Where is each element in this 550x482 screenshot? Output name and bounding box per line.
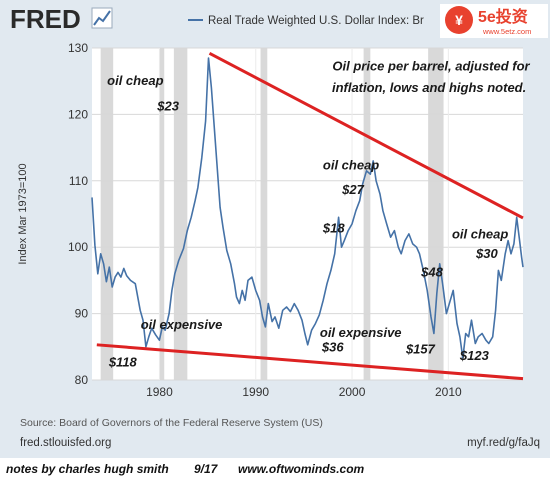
recession-band-0: [100, 48, 114, 380]
annotation-1: $23: [156, 98, 179, 113]
legend-label: Real Trade Weighted U.S. Dollar Index: B…: [208, 15, 424, 27]
series-line-0: [91, 57, 524, 359]
fred-chart: FRED Real Trade Weighted U.S. Dollar Ind…: [10, 4, 548, 449]
watermark-logo: ¥ 5e投资 www.5etz.com: [440, 4, 548, 38]
annotation-3: inflation, lows and highs noted.: [332, 80, 526, 95]
y-tick-label-100: 100: [68, 240, 88, 254]
x-tick-label-2010: 2010: [435, 385, 462, 399]
recession-bands: [100, 48, 444, 380]
short-link[interactable]: myf.red/g/faJq: [467, 437, 540, 449]
x-tick-label-1990: 1990: [242, 385, 269, 399]
notes-site[interactable]: www.oftwominds.com: [238, 462, 365, 476]
y-tick-label-80: 80: [75, 373, 89, 387]
fred-logo-graph-icon: [91, 7, 113, 29]
annotation-15: $123: [459, 348, 490, 363]
annotation-12: $36: [321, 339, 344, 354]
y-axis-ticks: 80 90 100 110 120 130: [68, 41, 88, 387]
recession-band-5: [428, 48, 444, 380]
notes-bar: notes by charles hugh smith 9/17 www.oft…: [0, 458, 550, 482]
trendline-1: [96, 343, 524, 381]
notes-date: 9/17: [194, 462, 218, 476]
x-tick-label-1980: 1980: [146, 385, 173, 399]
source-text: Source: Board of Governors of the Federa…: [20, 417, 323, 429]
recession-band-2: [173, 48, 188, 380]
chart-frame: FRED Real Trade Weighted U.S. Dollar Ind…: [0, 0, 550, 458]
annotation-13: $157: [405, 341, 436, 356]
x-axis-ticks: 1980 1990 2000 2010: [146, 385, 462, 399]
recession-band-4: [363, 48, 371, 380]
annotations: oil cheap $23 Oil price per barrel, adjust…: [107, 59, 530, 370]
svg-text:¥: ¥: [455, 12, 463, 28]
y-axis-label: Index Mar 1973=100: [17, 163, 29, 264]
y-tick-label-110: 110: [69, 174, 88, 188]
annotation-11: oil expensive: [320, 325, 402, 340]
y-tick-label-90: 90: [75, 307, 89, 321]
annotation-10: oil expensive: [141, 317, 223, 332]
fred-logo-text: FRED: [10, 4, 81, 34]
series-layer: [91, 57, 524, 359]
annotation-4: oil cheap: [323, 158, 379, 173]
annotation-5: $27: [341, 182, 364, 197]
recession-band-1: [159, 48, 165, 380]
trendline-0: [208, 51, 524, 220]
notes-author: notes by charles hugh smith: [6, 462, 169, 476]
watermark-emblem-icon: [445, 6, 473, 34]
annotation-0: oil cheap: [107, 73, 163, 88]
annotation-7: oil cheap: [452, 227, 508, 242]
watermark-url: www.5etz.com: [482, 27, 531, 36]
x-tick-label-2000: 2000: [339, 385, 366, 399]
fred-logo[interactable]: FRED: [10, 4, 113, 34]
trendlines: [96, 51, 524, 381]
annotation-14: $118: [108, 355, 138, 370]
annotation-6: $18: [322, 221, 345, 236]
recession-band-3: [260, 48, 268, 380]
watermark-text: 5e投资: [478, 7, 528, 26]
fred-site-link[interactable]: fred.stlouisfed.org: [20, 437, 111, 449]
y-tick-label-130: 130: [68, 41, 88, 55]
annotation-2: Oil price per barrel, adjusted for: [332, 59, 530, 74]
annotation-8: $30: [475, 246, 498, 261]
y-tick-label-120: 120: [68, 107, 88, 121]
annotation-9: $48: [420, 264, 443, 279]
